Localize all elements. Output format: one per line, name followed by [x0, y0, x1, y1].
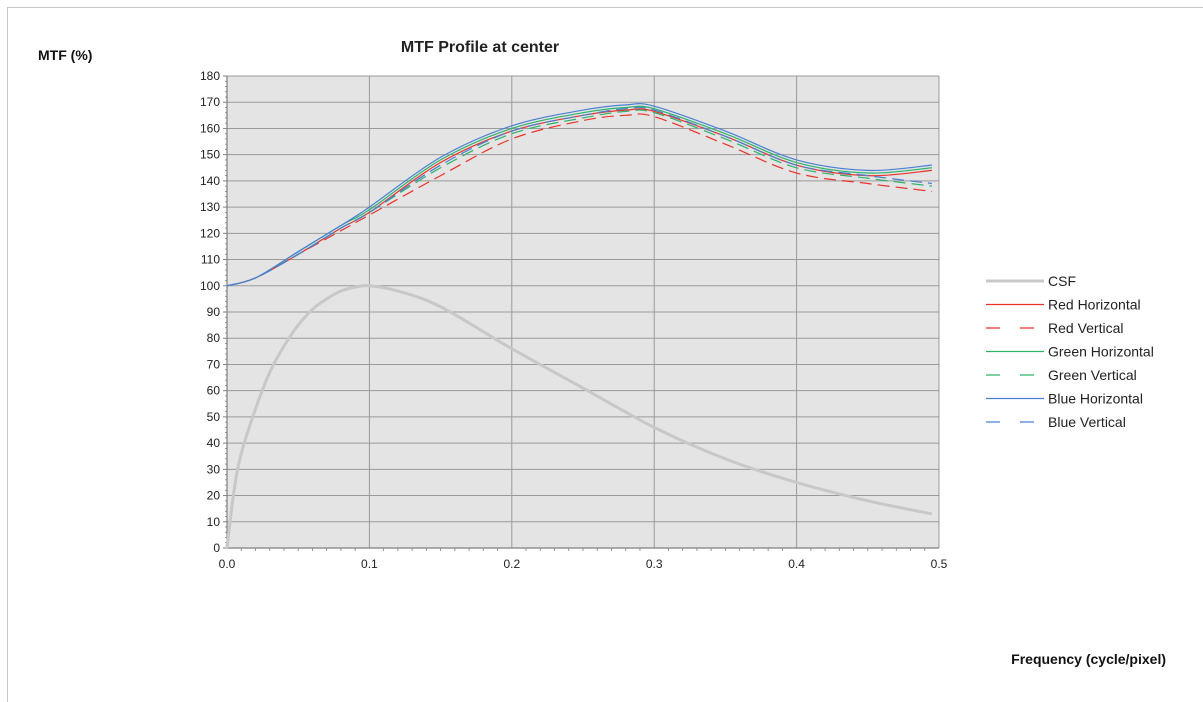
y-tick-label: 90 [207, 305, 221, 319]
y-tick-label: 40 [207, 436, 221, 450]
series-blue-horizontal [226, 103, 932, 287]
y-tick-label: 160 [200, 121, 220, 135]
y-tick-label: 170 [200, 95, 220, 109]
x-tick-label: 0.1 [361, 557, 378, 571]
y-tick-label: 10 [207, 515, 221, 529]
y-tick-label: 80 [207, 331, 221, 345]
series-lines [225, 103, 933, 549]
series-blue-vertical [226, 106, 932, 287]
x-tick-label: 0.0 [219, 557, 236, 571]
legend-label-csf: CSF [1048, 273, 1076, 289]
x-tick-label: 0.4 [788, 557, 805, 571]
y-tick-label: 30 [207, 462, 221, 476]
legend-label-red-horizontal: Red Horizontal [1048, 297, 1141, 313]
y-tick-label: 60 [207, 384, 221, 398]
legend-label-red-vertical: Red Vertical [1048, 320, 1123, 336]
x-tick-label: 0.3 [646, 557, 663, 571]
series-csf [225, 284, 933, 549]
x-tick-label: 0.2 [503, 557, 520, 571]
y-tick-label: 50 [207, 410, 221, 424]
legend: CSF Red Horizontal Red Vertical Green Horiz… [986, 273, 1154, 430]
y-tick-label: 110 [201, 253, 220, 267]
y-tick-label: 180 [200, 69, 220, 83]
x-tick-labels: 0.0 0.1 0.2 0.3 0.4 0.5 [219, 557, 948, 571]
x-axis-title: Frequency (cycle/pixel) [1011, 651, 1166, 667]
y-tick-labels: 0 10 20 30 40 50 60 70 80 90 100 110 120 130 140 150 160… [200, 69, 220, 555]
y-tick-label: 140 [200, 174, 220, 188]
legend-label-blue-vertical: Blue Vertical [1048, 414, 1126, 430]
y-tick-label: 100 [200, 279, 220, 293]
legend-label-green-vertical: Green Vertical [1048, 367, 1137, 383]
y-tick-label: 0 [213, 541, 220, 555]
y-tick-label: 130 [200, 200, 220, 214]
y-tick-label: 150 [200, 148, 220, 162]
axes [223, 75, 939, 551]
y-tick-label: 70 [207, 357, 221, 371]
legend-label-green-horizontal: Green Horizontal [1048, 344, 1154, 360]
y-tick-label: 20 [207, 489, 221, 503]
y-tick-label: 120 [200, 226, 220, 240]
y-axis-title: MTF (%) [38, 47, 92, 63]
chart-frame [7, 7, 1203, 702]
x-tick-label: 0.5 [931, 557, 948, 571]
chart-title: MTF Profile at center [401, 39, 559, 56]
legend-label-blue-horizontal: Blue Horizontal [1048, 391, 1143, 407]
